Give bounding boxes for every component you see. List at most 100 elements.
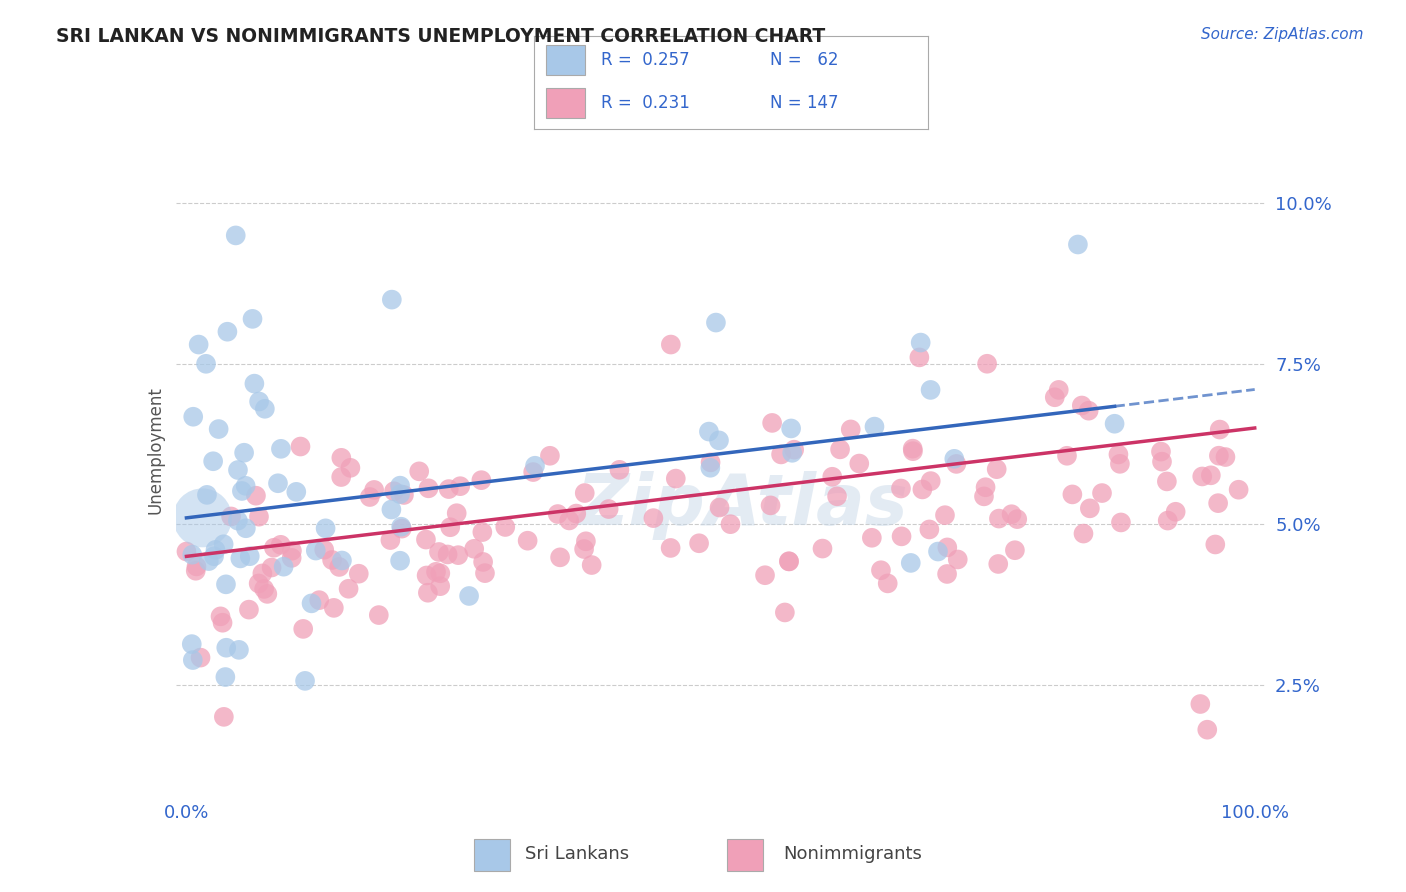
Point	[780, 421, 803, 435]
Point	[392, 488, 415, 502]
Point	[186, 559, 208, 574]
Point	[1104, 417, 1126, 431]
Point	[226, 514, 249, 528]
Point	[890, 482, 912, 496]
Point	[195, 488, 218, 502]
Point	[920, 474, 942, 488]
Point	[1208, 449, 1230, 463]
Point	[474, 566, 496, 581]
Point	[305, 543, 328, 558]
Point	[659, 337, 682, 351]
Point	[974, 480, 997, 494]
Point	[1204, 537, 1226, 551]
Point	[437, 482, 460, 496]
Point	[389, 519, 412, 533]
Point	[901, 442, 924, 456]
Point	[516, 533, 538, 548]
Point	[389, 478, 412, 492]
Point	[1150, 455, 1173, 469]
Point	[226, 463, 249, 477]
Point	[1004, 543, 1026, 558]
Point	[191, 511, 214, 525]
Point	[890, 529, 912, 543]
Point	[242, 311, 264, 326]
Point	[215, 640, 238, 655]
Point	[1043, 390, 1066, 404]
Point	[548, 550, 571, 565]
Point	[1000, 507, 1022, 521]
Point	[1227, 483, 1250, 497]
Bar	[546, 88, 585, 118]
Point	[285, 484, 308, 499]
Point	[314, 542, 336, 557]
Point	[337, 582, 360, 596]
Bar	[474, 839, 509, 871]
Point	[699, 455, 721, 469]
Point	[581, 558, 603, 572]
Point	[773, 606, 796, 620]
Point	[863, 419, 886, 434]
Point	[1062, 487, 1084, 501]
Point	[1091, 486, 1114, 500]
Point	[463, 541, 485, 556]
Point	[558, 513, 581, 527]
Point	[918, 523, 941, 537]
Point	[720, 517, 742, 532]
Point	[380, 533, 402, 547]
Point	[1047, 383, 1070, 397]
Point	[1156, 475, 1178, 489]
Point	[821, 469, 844, 483]
Point	[839, 422, 862, 436]
Point	[936, 566, 959, 581]
Point	[945, 457, 967, 471]
Point	[1109, 516, 1132, 530]
Point	[1070, 399, 1092, 413]
Point	[308, 593, 330, 607]
Point	[235, 521, 257, 535]
Point	[330, 450, 353, 465]
Point	[195, 357, 218, 371]
Point	[315, 521, 337, 535]
Point	[292, 622, 315, 636]
Text: N =   62: N = 62	[770, 51, 839, 69]
Point	[1215, 450, 1237, 464]
Point	[415, 568, 437, 582]
Point	[219, 509, 242, 524]
Point	[391, 522, 413, 536]
Point	[239, 549, 262, 564]
Point	[1191, 469, 1213, 483]
Point	[494, 520, 516, 534]
Point	[643, 511, 665, 525]
Point	[229, 551, 252, 566]
Point	[243, 376, 266, 391]
Point	[301, 596, 323, 610]
Point	[359, 490, 381, 504]
Point	[524, 458, 547, 473]
Point	[759, 499, 782, 513]
Point	[436, 548, 458, 562]
Point	[1067, 237, 1090, 252]
Bar	[546, 45, 585, 75]
Point	[263, 541, 285, 555]
Point	[1189, 697, 1212, 711]
Point	[238, 602, 260, 616]
Point	[247, 576, 270, 591]
Point	[290, 440, 312, 454]
Point	[778, 554, 800, 568]
Point	[322, 600, 344, 615]
Point	[181, 548, 204, 562]
Point	[870, 563, 893, 577]
Point	[260, 560, 283, 574]
Text: Source: ZipAtlas.com: Source: ZipAtlas.com	[1201, 27, 1364, 42]
Text: R =  0.257: R = 0.257	[602, 51, 690, 69]
Point	[225, 228, 247, 243]
Point	[449, 479, 471, 493]
Point	[204, 542, 226, 557]
Point	[1197, 723, 1219, 737]
Point	[987, 557, 1010, 571]
Point	[825, 489, 848, 503]
Point	[575, 534, 598, 549]
Text: ZipAtlas: ZipAtlas	[576, 471, 908, 540]
Point	[330, 553, 353, 567]
Point	[380, 502, 402, 516]
